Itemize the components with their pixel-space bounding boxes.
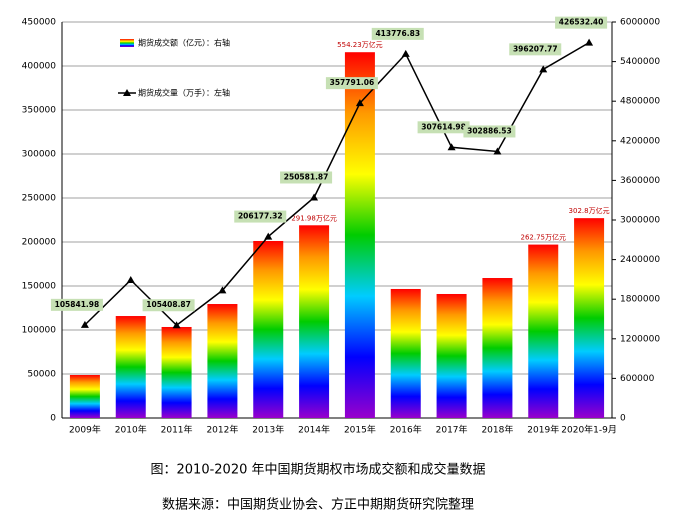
bar-value-label: 262.75万亿元 — [521, 233, 567, 242]
y-tick-label: 250000 — [22, 194, 57, 204]
label-box — [555, 16, 608, 29]
label-box — [509, 43, 562, 56]
bar — [390, 288, 421, 418]
marker — [585, 38, 594, 46]
marker — [539, 65, 548, 73]
source: 数据来源：中国期货业协会、方正中期期货研究院整理 — [162, 497, 474, 513]
bar — [207, 304, 238, 418]
label-box — [325, 77, 378, 90]
bar-value-label: 302.8万亿元 — [569, 206, 610, 215]
line-value-label: 396207.77 — [513, 44, 558, 53]
line-value-label: 302886.53 — [467, 126, 512, 135]
y-tick-label: 150000 — [22, 282, 57, 292]
y2-tick-label: 600000 — [620, 374, 655, 384]
line-value-label: 307614.98 — [421, 122, 466, 131]
y-tick-label: 350000 — [22, 106, 57, 116]
y-tick-label: 0 — [50, 414, 56, 424]
y2-tick-label: 4800000 — [620, 97, 660, 107]
x-tick-label: 2015年 — [344, 424, 376, 436]
y2-tick-label: 1800000 — [620, 295, 660, 305]
bar — [436, 293, 467, 418]
x-tick-label: 2011年 — [161, 424, 193, 436]
y2-tick-label: 4200000 — [620, 136, 660, 146]
bar — [115, 316, 146, 418]
marker — [493, 147, 502, 155]
label-box — [142, 299, 195, 312]
y2-tick-label: 3600000 — [620, 176, 660, 186]
marker — [126, 276, 135, 284]
bar — [482, 278, 513, 418]
label-box — [280, 171, 333, 184]
label-box — [463, 125, 516, 138]
line-value-label: 426532.40 — [559, 18, 604, 27]
y2-tick-label: 6000000 — [620, 18, 660, 28]
x-tick-label: 2019年 — [527, 424, 559, 436]
y-tick-label: 100000 — [22, 326, 57, 336]
bar — [574, 218, 605, 418]
line-value-label: 206177.32 — [238, 212, 283, 221]
bar — [528, 244, 559, 418]
marker — [401, 49, 410, 57]
line-value-label: 357791.06 — [330, 78, 375, 87]
x-tick-label: 2013年 — [252, 424, 284, 436]
marker — [172, 321, 181, 329]
line-value-label: 413776.83 — [375, 29, 420, 38]
line-value-label: 105841.98 — [55, 300, 100, 309]
y-tick-label: 50000 — [27, 370, 56, 380]
marker — [264, 232, 273, 240]
marker — [355, 99, 364, 107]
legend-label: 期货成交量（万手）：左轴 — [138, 88, 230, 98]
y2-tick-label: 5400000 — [620, 57, 660, 67]
marker — [310, 193, 319, 201]
line-value-label: 105408.87 — [146, 300, 191, 309]
label-box — [417, 121, 470, 134]
marker — [447, 143, 456, 151]
y-tick-label: 200000 — [22, 238, 57, 248]
bar — [161, 326, 192, 418]
legend-label: 期货成交额（亿元）：右轴 — [138, 38, 230, 48]
bar — [69, 375, 100, 418]
marker — [80, 320, 89, 328]
caption: 图：2010-2020 年中国期货期权市场成交额和成交量数据 — [151, 462, 486, 478]
y2-tick-label: 2400000 — [620, 255, 660, 265]
x-tick-label: 2010年 — [115, 424, 147, 436]
bar — [253, 240, 284, 418]
bar — [344, 52, 375, 419]
y2-tick-label: 3000000 — [620, 216, 660, 226]
label-box — [50, 298, 103, 311]
marker — [218, 286, 227, 294]
legend-marker — [123, 89, 131, 96]
label-box — [371, 27, 424, 40]
x-tick-label: 2009年 — [69, 424, 101, 436]
y-tick-label: 450000 — [22, 18, 57, 28]
x-tick-label: 2012年 — [206, 424, 238, 436]
y2-tick-label: 1200000 — [620, 334, 660, 344]
y-tick-label: 300000 — [22, 150, 57, 160]
legend-swatch — [120, 39, 134, 47]
y2-tick-label: 0 — [620, 414, 626, 424]
line-value-label: 250581.87 — [284, 172, 329, 181]
line — [84, 42, 590, 327]
x-tick-label: 2020年1-9月 — [561, 424, 617, 436]
y-tick-label: 400000 — [22, 62, 57, 72]
bar-value-label: 554.23万亿元 — [337, 40, 383, 49]
label-box — [234, 210, 287, 223]
x-tick-label: 2016年 — [390, 424, 422, 436]
x-tick-label: 2018年 — [481, 424, 513, 436]
x-tick-label: 2014年 — [298, 424, 330, 436]
bar-value-label: 291.98万亿元 — [291, 213, 337, 222]
x-tick-label: 2017年 — [436, 424, 468, 436]
bar — [299, 225, 330, 418]
